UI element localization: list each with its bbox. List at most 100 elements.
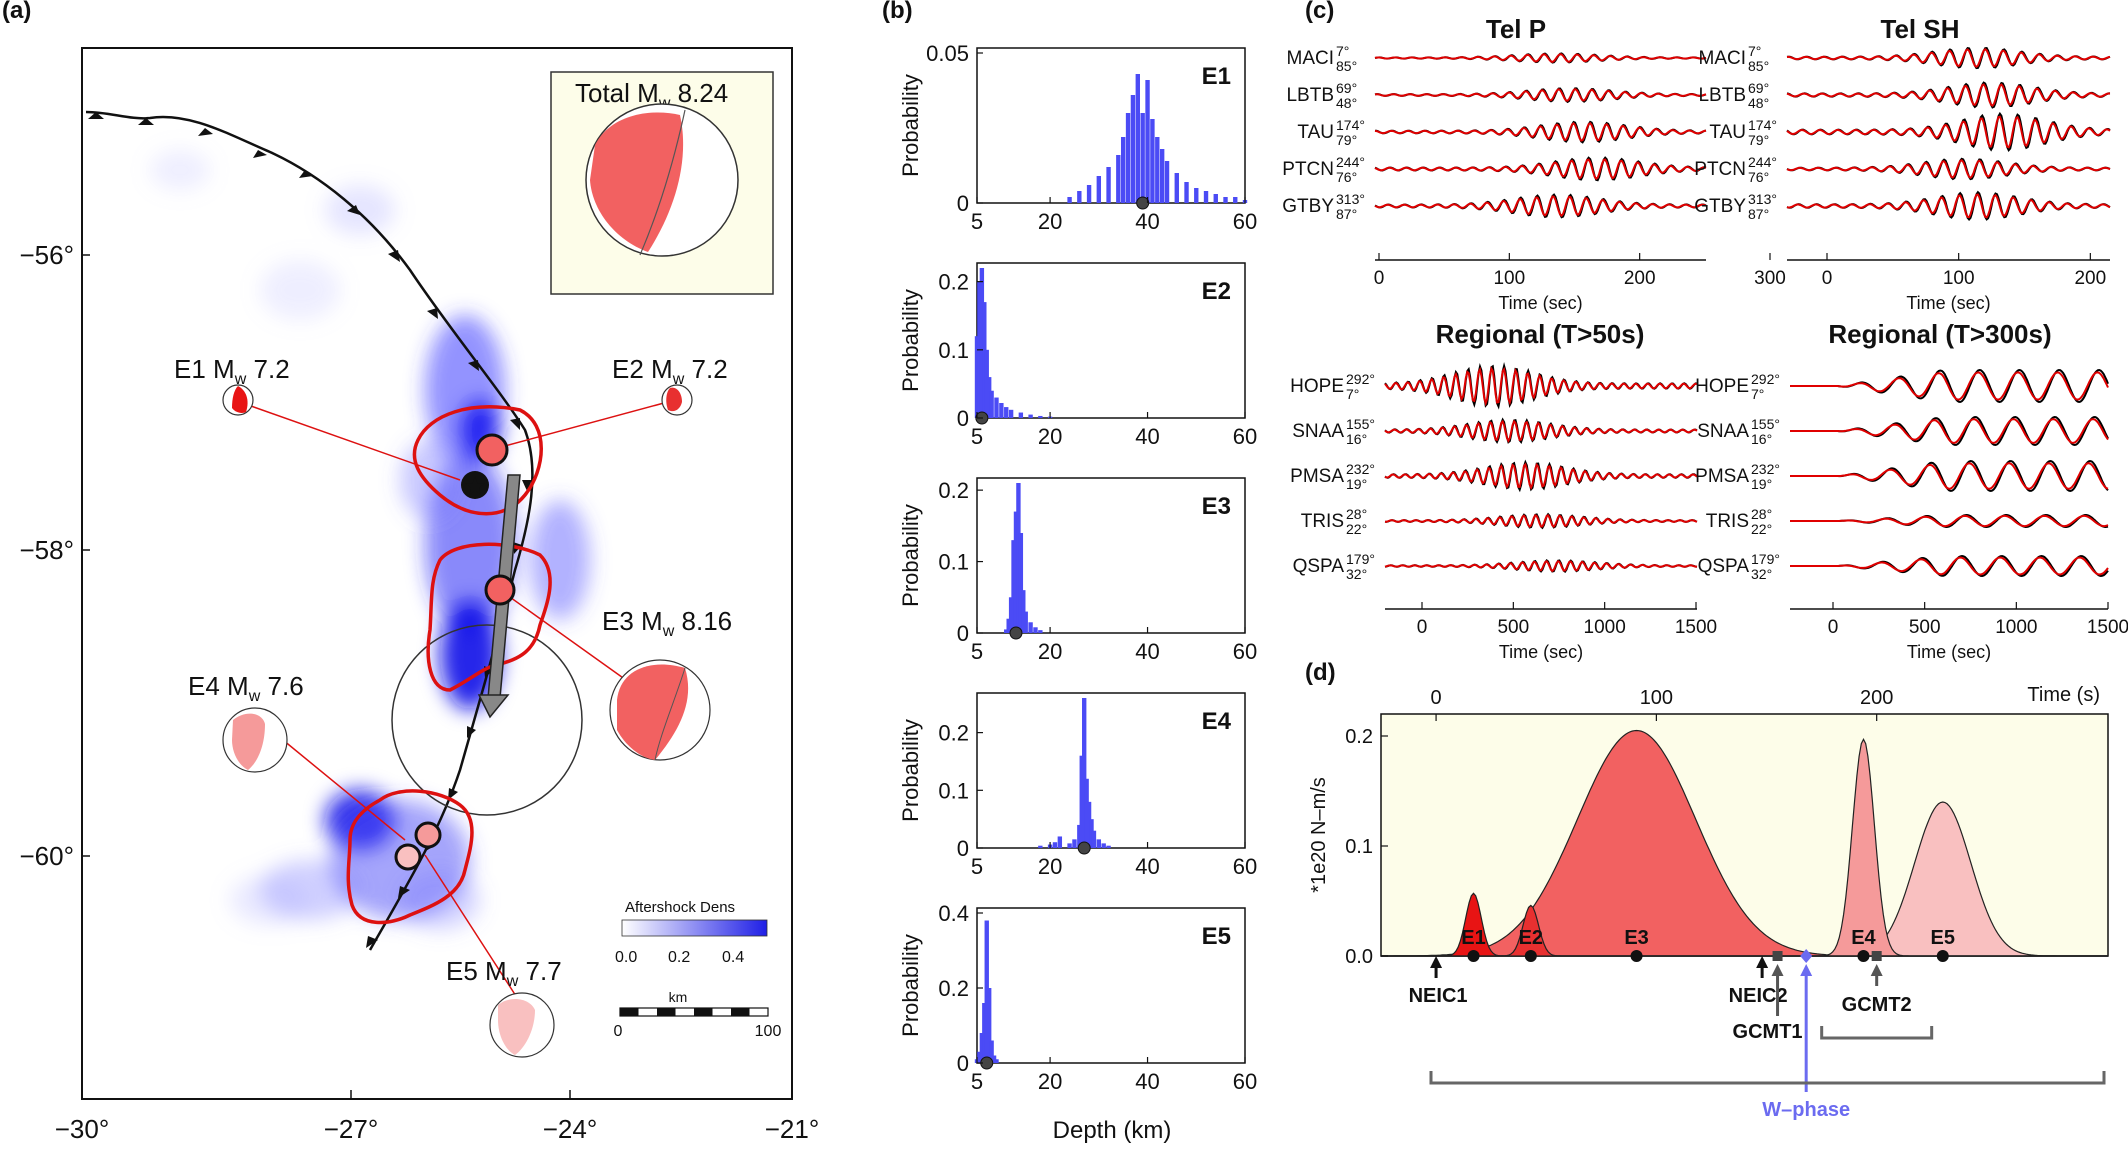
histogram-bar — [1013, 511, 1019, 633]
station-distance: 16° — [1346, 431, 1367, 447]
colorbar-tick: 0.0 — [615, 949, 637, 966]
histogram-axes-box — [976, 907, 1246, 1064]
station-distance: 7° — [1751, 386, 1764, 402]
histogram-ylabel: Probability — [898, 74, 923, 177]
histogram-ytick-label: 0.1 — [938, 778, 969, 803]
time-tick-label: 500 — [1909, 617, 1941, 638]
e4-label: E4 Mw 7.6 — [188, 671, 304, 705]
time-axis-label: Time (sec) — [1499, 642, 1583, 662]
colorbar-tick: 0.2 — [668, 949, 690, 966]
histogram-bar — [1008, 597, 1014, 633]
time-tick-label: 300 — [1754, 268, 1786, 289]
wphase-label: W–phase — [1762, 1099, 1850, 1121]
map-axis-ticks — [81, 254, 793, 1099]
time-tick-label: 0 — [1828, 617, 1839, 638]
station-azimuth: 179° — [1346, 551, 1375, 567]
aftershock-density — [150, 150, 590, 930]
histogram-xtick-label: 5 — [971, 424, 983, 449]
station-azimuth: 7° — [1336, 43, 1349, 59]
station-name: SNAA — [1292, 421, 1344, 442]
epicenter-star-icon: ★ — [463, 471, 486, 501]
total-mechanism-inset: Total Mw 8.24 — [550, 71, 774, 295]
total-mw-label: Total Mw 8.24 — [575, 78, 728, 112]
station-azimuth: 292° — [1751, 371, 1780, 387]
station-name: PMSA — [1290, 466, 1344, 487]
scale-tick: 0 — [614, 1023, 623, 1040]
histogram-ytick-label: 0.1 — [938, 550, 969, 575]
synthetic-waveform — [1374, 53, 1707, 63]
station-azimuth: 69° — [1748, 80, 1769, 96]
station-name: GTBY — [1282, 196, 1334, 217]
time-tick-label: 100 — [1943, 268, 1975, 289]
histogram-bar — [1130, 95, 1136, 203]
histogram-bar — [1057, 836, 1063, 848]
histogram-bar — [1184, 182, 1189, 203]
stf-xlabel: Time (s) — [2027, 684, 2100, 706]
histogram-bar — [1106, 845, 1111, 848]
gcmt1-square — [1772, 951, 1783, 961]
station-azimuth: 232° — [1751, 461, 1780, 477]
histogram-ytick-label: 0.05 — [926, 41, 969, 66]
station-azimuth: 313° — [1336, 191, 1365, 207]
neic2-label: NEIC2 — [1729, 985, 1788, 1007]
wphase-diamond — [1800, 949, 1813, 963]
synthetic-waveform — [1787, 48, 2111, 69]
station-distance: 85° — [1336, 58, 1357, 74]
histogram-bar — [982, 1003, 987, 1063]
synthetic-waveform — [1786, 115, 2111, 149]
histogram-bar — [1086, 185, 1092, 203]
lon-tick: −21° — [765, 1114, 820, 1144]
histogram-bar — [1021, 590, 1026, 633]
histogram-xtick-label: 40 — [1135, 1069, 1159, 1094]
stf-e2 — [1381, 904, 2108, 957]
time-tick-label: 0 — [1822, 268, 1833, 289]
station-azimuth: 28° — [1751, 506, 1772, 522]
station-name: LBTB — [1286, 85, 1334, 106]
time-tick-label: 100 — [1493, 268, 1525, 289]
regional-50s-title: Regional (T>50s) — [1436, 319, 1645, 349]
histogram-ytick-label: 0.2 — [938, 478, 969, 503]
panel-b-label: (b) — [882, 0, 913, 24]
station-name: TRIS — [1301, 511, 1344, 532]
station-name: PMSA — [1695, 466, 1749, 487]
synthetic-waveform — [1790, 371, 2109, 401]
synthetic-waveform — [1374, 88, 1707, 102]
station-distance: 22° — [1346, 521, 1367, 537]
waveform-fits: Tel P Tel SH Regional (T>50s) Regional (… — [1282, 14, 2128, 662]
histogram-bar — [984, 920, 989, 1063]
station-name: MACI — [1699, 48, 1747, 69]
histogram-bar — [994, 397, 999, 418]
gcmt1-arrow-head — [1771, 964, 1784, 976]
time-tick-label: 200 — [2074, 268, 2106, 289]
station-azimuth: 155° — [1346, 416, 1375, 432]
station-azimuth: 155° — [1751, 416, 1780, 432]
time-axis-label: Time (sec) — [1906, 293, 1990, 313]
lat-tick: −58° — [19, 535, 74, 565]
histogram-bar — [1084, 778, 1089, 848]
stf-ytick-label: 0.1 — [1345, 836, 1373, 858]
histogram-axes-box — [976, 692, 1246, 849]
histogram-xtick-label: 40 — [1135, 639, 1159, 664]
e2-label: E2 Mw 7.2 — [612, 354, 728, 388]
station-distance: 85° — [1748, 58, 1769, 74]
e4-centroid-marker — [414, 821, 442, 849]
histogram-bar — [1077, 191, 1082, 203]
histogram-bar — [984, 349, 989, 418]
station-distance: 87° — [1748, 206, 1769, 222]
histogram-ylabel: Probability — [898, 504, 923, 607]
histogram-bar — [1194, 188, 1199, 203]
tel-sh-title: Tel SH — [1881, 14, 1960, 44]
histogram-bar — [1096, 176, 1102, 203]
histogram-bar — [1079, 755, 1084, 848]
histogram-bar — [1164, 161, 1170, 203]
histogram-bar — [1145, 80, 1150, 203]
station-azimuth: 244° — [1748, 154, 1777, 170]
synthetic-waveform — [1790, 514, 2109, 528]
station-distance: 87° — [1336, 206, 1357, 222]
synthetic-waveform — [1374, 121, 1707, 142]
map-panel: ★ E1 Mw 7.2 E2 Mw 7.2 E3 — [19, 47, 820, 1144]
histogram-xtick-label: 5 — [971, 854, 983, 879]
station-distance: 19° — [1346, 476, 1367, 492]
synthetic-waveform — [1786, 159, 2111, 179]
gcmt2-label: GCMT2 — [1842, 994, 1912, 1016]
